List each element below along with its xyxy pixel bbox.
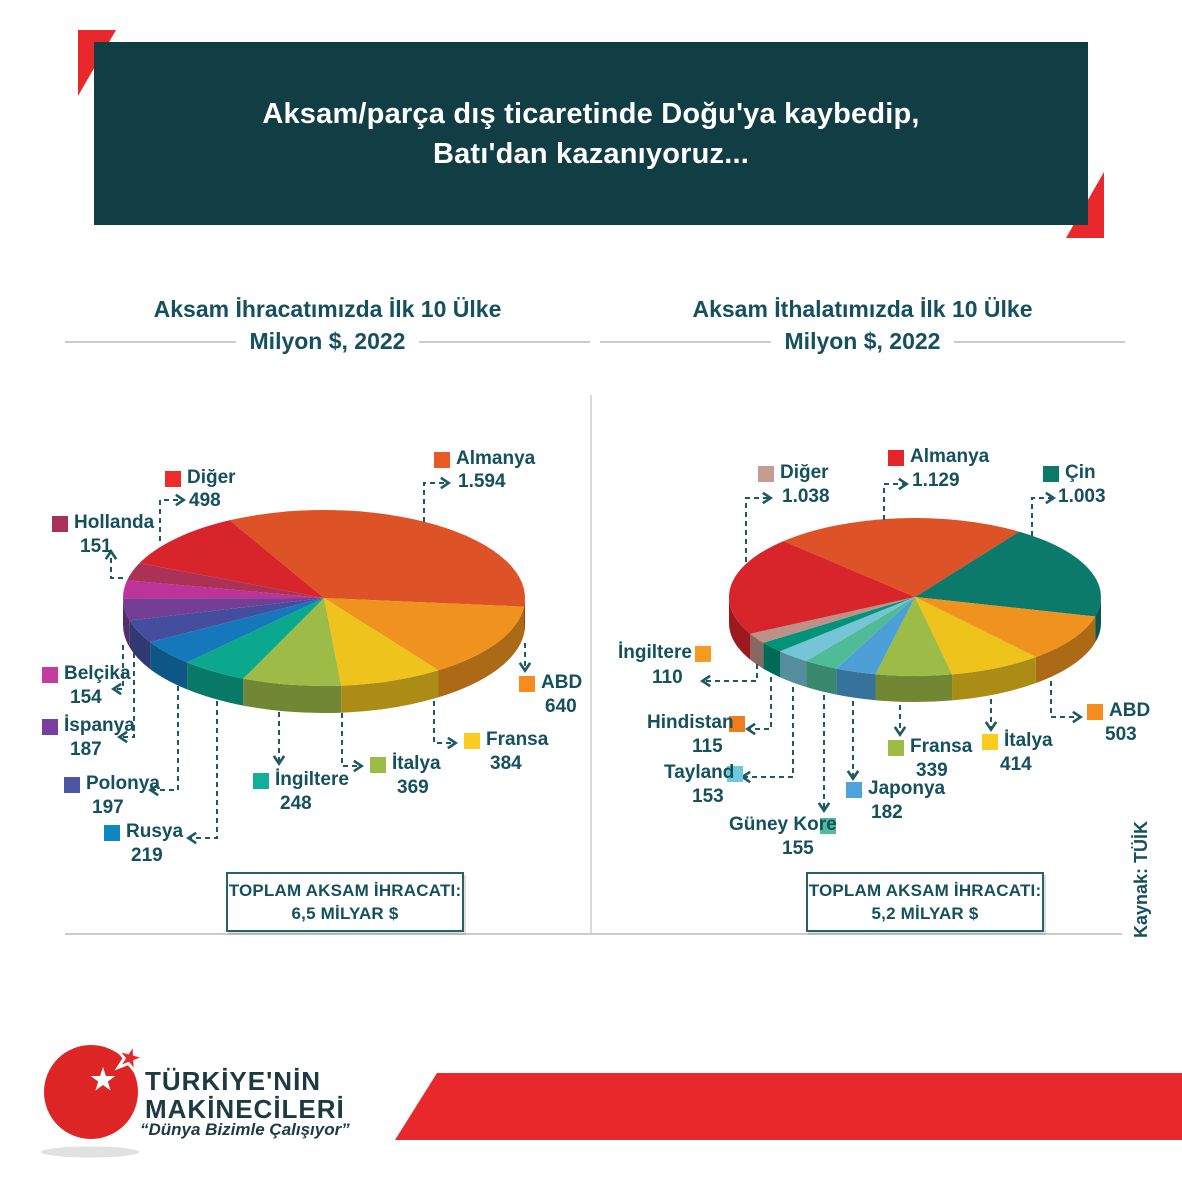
- pie-slice-side-hindistan: [763, 642, 780, 678]
- pie-slice-tayland: [780, 597, 915, 661]
- connector--in: [1031, 491, 1056, 536]
- pie-slice-ingiltere: [187, 598, 324, 679]
- pie-slice-guney-kore: [806, 597, 915, 669]
- import-total-box: TOPLAM AKSAM İHRACATI: 5,2 MİLYAR $: [806, 872, 1044, 932]
- logo-white-star-icon: [90, 1067, 116, 1091]
- pie-slice-side-abd: [438, 606, 524, 698]
- import-total-label: TOPLAM AKSAM İHRACATI:: [808, 881, 1042, 900]
- connector-ispanya: [117, 653, 135, 744]
- subtitle-rule-left: [65, 340, 236, 343]
- pie-slice-side-italya: [243, 678, 342, 714]
- logo-shadow: [41, 1146, 139, 1158]
- pie-slice-side-ingiltere: [187, 662, 244, 706]
- pie-slice-rusya: [150, 598, 324, 663]
- pie-slice-japonya: [836, 597, 915, 675]
- pie-slice-belcika: [122, 580, 324, 599]
- connector-almanya: [423, 476, 451, 522]
- header-banner: Aksam/parça dış ticaretinde Doğu'ya kayb…: [94, 42, 1088, 225]
- connector-diger: [745, 491, 773, 562]
- export-chart-subtitle-text: Milyon $, 2022: [249, 328, 406, 354]
- pie-slice-ispanya: [123, 598, 324, 621]
- pie-slice-hollanda: [127, 563, 324, 598]
- pie-slice-italya: [243, 598, 342, 687]
- brand-name-line1: TÜRKİYE'NİN: [145, 1066, 322, 1096]
- pie-slice-side-abd: [1035, 616, 1096, 684]
- import-chart-subtitle: Milyon $, 2022: [600, 328, 1125, 355]
- connector-hollanda: [104, 549, 123, 579]
- pie-slice-side-japonya: [836, 668, 876, 701]
- header-title-line1: Aksam/parça dış ticaretinde Doğu'ya kayb…: [262, 97, 920, 130]
- pie-slice-side-fransa: [341, 670, 439, 713]
- pie-slice-side-fransa: [875, 674, 953, 702]
- brand-tagline: “Dünya Bizimle Çalışıyor”: [140, 1120, 350, 1139]
- header-title-line2: Batı'dan kazanıyoruz...: [432, 137, 750, 170]
- logo-red-globe: [44, 1045, 138, 1139]
- pie-slice-side-tayland: [780, 651, 807, 687]
- import-total-value: 5,2 MİLYAR $: [871, 904, 979, 923]
- pie-slice-hindistan: [763, 597, 915, 652]
- brand-logo-mark: [41, 1038, 150, 1158]
- pie-slice-side-italya: [952, 657, 1036, 701]
- pie-slice-side-ispanya: [123, 598, 130, 648]
- export-chart-title-text: Aksam İhracatımızda İlk 10 Ülke: [153, 296, 502, 322]
- pie-slice--in: [915, 531, 1101, 617]
- pie-slice-italya: [915, 597, 1036, 675]
- chart-divider-line: [590, 395, 592, 933]
- import-chart-title-text: Aksam İthalatımızda İlk 10 Ülke: [692, 296, 1033, 322]
- footer-red-ribbon: [395, 1073, 1182, 1140]
- connector-hindistan: [745, 677, 772, 736]
- connector-rusya: [186, 701, 218, 845]
- connector-polonya: [148, 686, 179, 797]
- connector-ingiltere: [700, 664, 758, 688]
- pie-slice-side-diger: [729, 597, 751, 660]
- pie-slice-side-rusya: [150, 642, 188, 690]
- pie-slice-side-ingiltere: [750, 633, 764, 669]
- pie-slice-polonya: [129, 598, 324, 643]
- connector-belcika: [111, 645, 124, 696]
- pie-slice-abd: [915, 597, 1096, 658]
- pie-slice-almanya: [783, 518, 1020, 597]
- pie-slice-abd: [324, 598, 524, 671]
- connector-almanya: [883, 477, 909, 520]
- pie-slice-almanya: [229, 509, 525, 607]
- subtitle-rule-left: [600, 340, 771, 343]
- pie-slice-diger: [139, 520, 324, 598]
- connector-diger: [159, 493, 186, 541]
- pie-slice-ingiltere: [750, 597, 915, 643]
- connector-abd: [1050, 681, 1083, 724]
- export-chart-title: Aksam İhracatımızda İlk 10 Ülke Milyon $…: [65, 294, 590, 355]
- subtitle-rule-right: [419, 340, 590, 343]
- connector-italya: [341, 713, 364, 773]
- pie-slice-diger: [728, 541, 915, 634]
- bottom-rule-line: [65, 933, 1122, 935]
- connector-tayland: [740, 687, 794, 784]
- pie-slice-side-almanya: [524, 598, 525, 634]
- import-chart-title: Aksam İthalatımızda İlk 10 Ülke Milyon $…: [600, 294, 1125, 355]
- export-total-value: 6,5 MİLYAR $: [291, 904, 399, 923]
- export-total-box: TOPLAM AKSAM İHRACATI: 6,5 MİLYAR $: [226, 872, 464, 932]
- pie-slice-side-polonya: [129, 620, 151, 670]
- pie-slice-fransa: [324, 598, 439, 686]
- pie-slice-side--in: [1095, 597, 1101, 643]
- export-total-label: TOPLAM AKSAM İHRACATI:: [228, 881, 462, 900]
- pie-slice-side-guney-kore: [806, 661, 837, 695]
- pie-slice-fransa: [875, 597, 953, 676]
- import-chart-subtitle-text: Milyon $, 2022: [784, 328, 941, 354]
- subtitle-rule-right: [954, 340, 1125, 343]
- logo-red-star-icon: [113, 1038, 150, 1077]
- export-chart-subtitle: Milyon $, 2022: [65, 328, 590, 355]
- brand-name-line2: MAKİNECİLERİ: [145, 1094, 345, 1124]
- connector-fransa: [433, 701, 458, 750]
